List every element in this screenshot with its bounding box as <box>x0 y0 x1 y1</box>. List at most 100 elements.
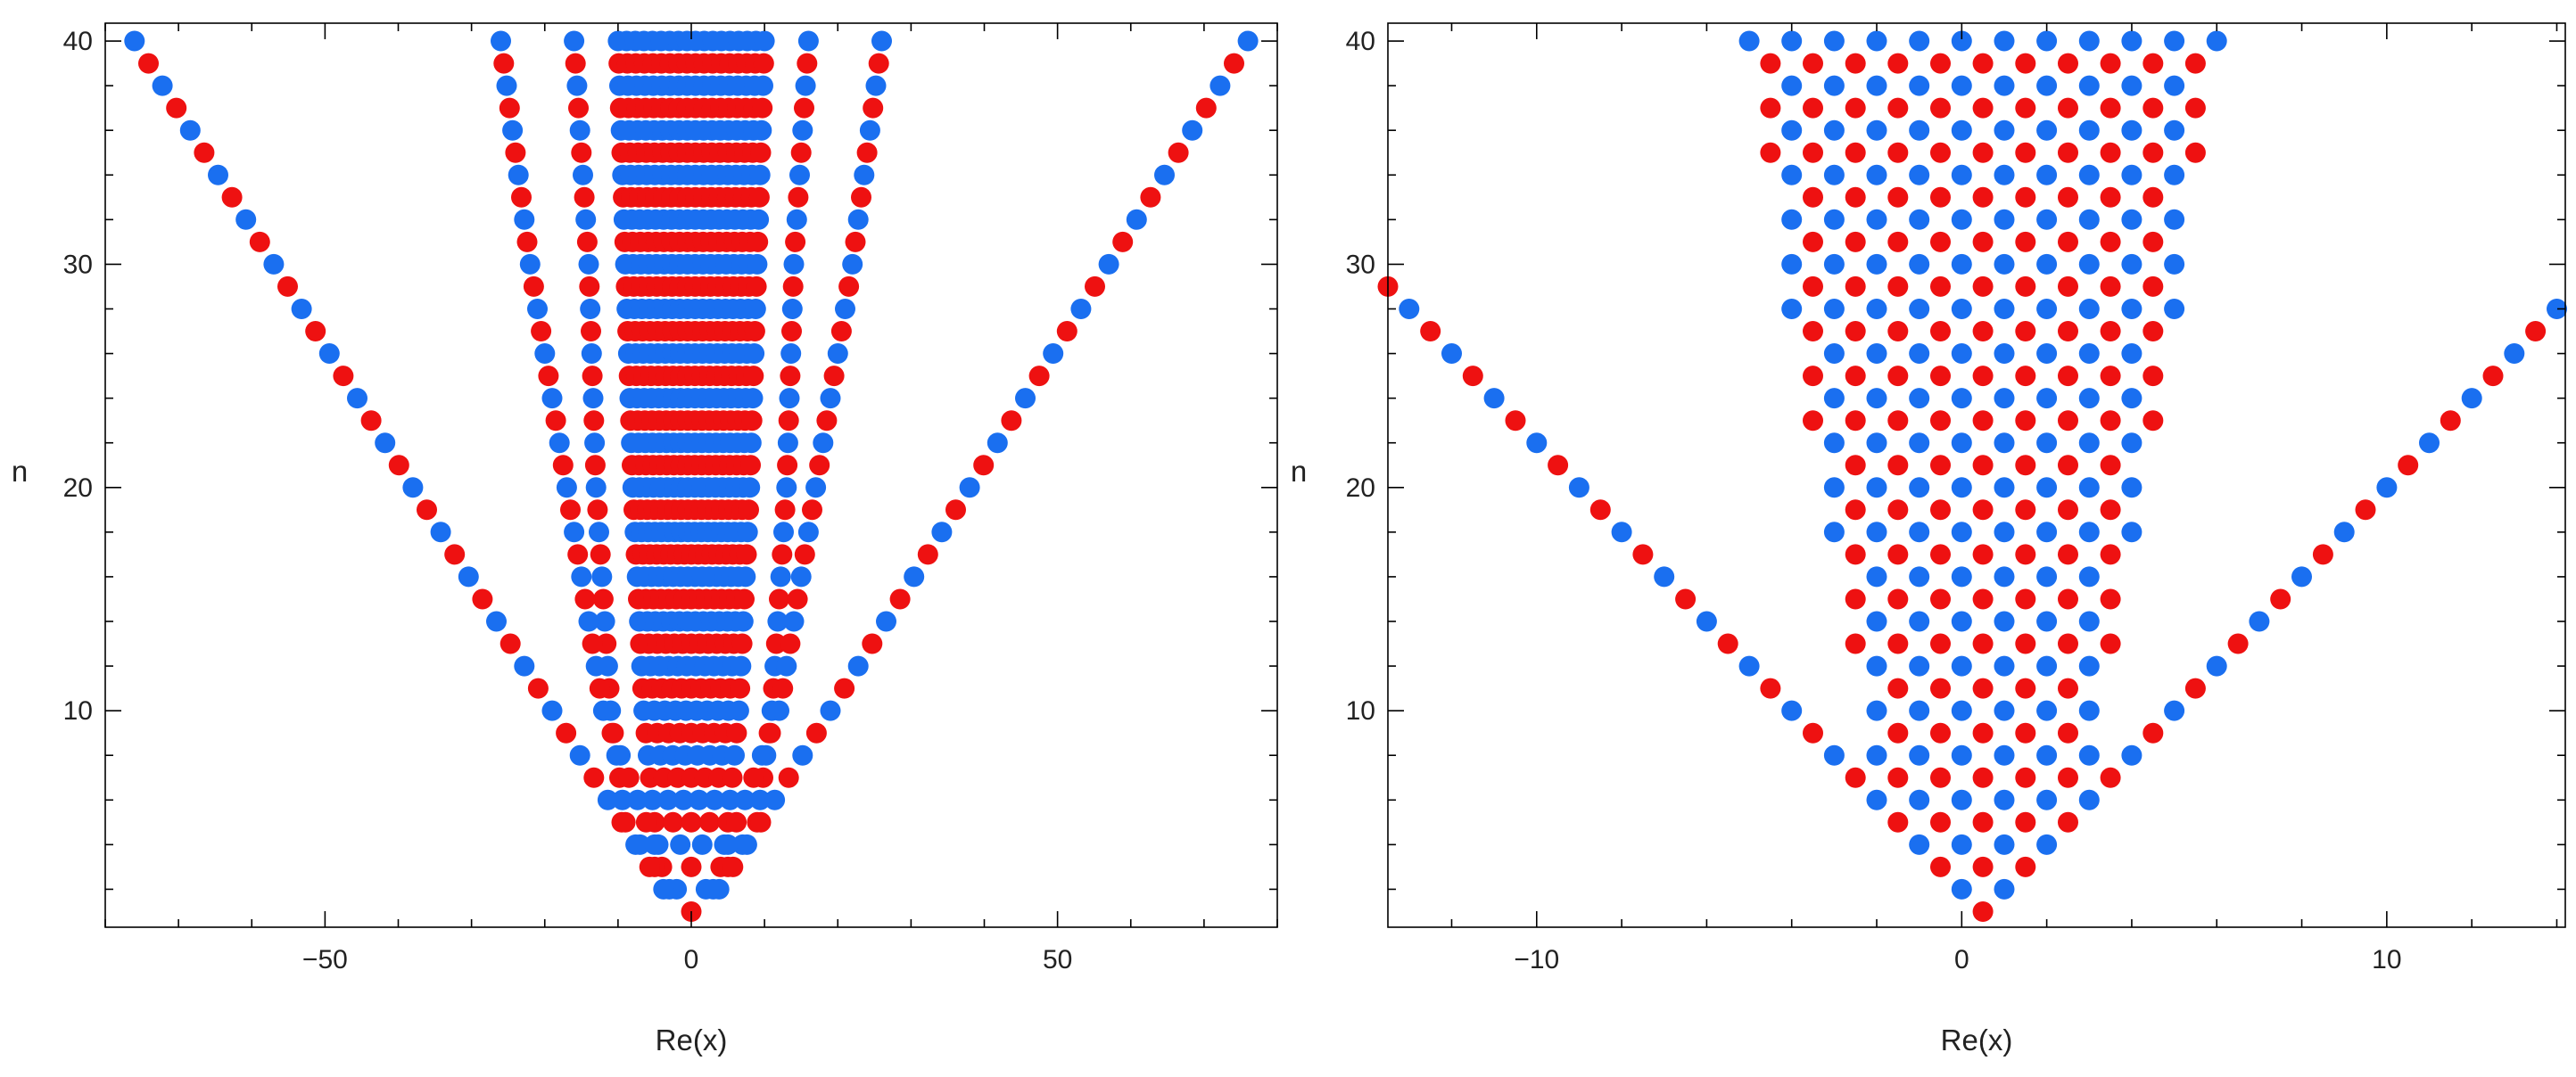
data-point <box>749 789 771 810</box>
data-point <box>2015 97 2036 119</box>
data-point <box>1972 722 1994 744</box>
data-point <box>592 700 614 721</box>
data-point <box>375 432 396 454</box>
data-point <box>1654 566 1675 588</box>
data-point <box>2078 566 2100 588</box>
data-point <box>865 75 887 96</box>
data-point <box>1803 97 1823 119</box>
data-point <box>2398 455 2419 476</box>
data-point <box>560 499 581 521</box>
data-point <box>1085 275 1105 297</box>
data-point <box>1632 544 1654 565</box>
x-tick-label: 50 <box>1043 945 1072 974</box>
y-tick-label: 20 <box>1346 473 1375 503</box>
data-point <box>1887 53 1909 74</box>
data-point <box>1696 611 1717 632</box>
data-point <box>2015 53 2036 74</box>
data-point <box>1951 388 1972 409</box>
data-points <box>124 30 1259 922</box>
data-point <box>2015 186 2036 208</box>
data-point <box>2143 366 2164 387</box>
data-point <box>2015 231 2036 252</box>
data-point <box>1994 655 2015 677</box>
data-point <box>2015 588 2036 610</box>
data-point <box>347 388 367 409</box>
data-point <box>774 499 796 521</box>
data-point <box>1505 410 1526 432</box>
data-point <box>514 655 535 677</box>
data-point <box>1887 678 1909 699</box>
data-point <box>472 588 493 610</box>
data-point <box>566 75 588 96</box>
data-point <box>1951 522 1972 543</box>
data-point <box>1909 744 1930 766</box>
data-point <box>486 611 507 632</box>
data-point <box>2078 75 2100 96</box>
data-point <box>568 97 589 119</box>
data-point <box>802 499 822 521</box>
data-point <box>1803 231 1823 252</box>
data-point <box>722 767 743 788</box>
data-point <box>1972 544 1994 565</box>
data-point <box>249 231 270 252</box>
data-point <box>744 321 765 341</box>
data-point <box>644 834 665 855</box>
data-point <box>1930 722 1951 744</box>
data-point <box>740 432 762 454</box>
data-point <box>732 611 754 632</box>
data-point <box>1823 432 1845 454</box>
data-point <box>1140 186 1161 208</box>
data-point <box>589 522 609 543</box>
data-point <box>2121 209 2143 230</box>
y-tick-label: 40 <box>1346 27 1375 56</box>
data-point <box>1224 53 1244 74</box>
data-point <box>1909 75 1930 96</box>
data-point <box>1845 588 1866 610</box>
data-point <box>2058 499 2078 521</box>
data-point <box>1994 30 2015 52</box>
data-point <box>2036 611 2058 632</box>
data-point <box>2143 97 2164 119</box>
data-point <box>772 544 793 565</box>
data-point <box>1930 499 1951 521</box>
data-point <box>731 655 752 677</box>
data-point <box>2164 700 2185 721</box>
data-point <box>1909 655 1930 677</box>
data-point <box>657 789 679 810</box>
data-point <box>2184 678 2206 699</box>
data-point <box>444 544 466 565</box>
data-point <box>1951 744 1972 766</box>
data-point <box>2036 209 2058 230</box>
data-point <box>2143 275 2164 297</box>
data-point <box>2036 343 2058 364</box>
data-point <box>2078 209 2100 230</box>
data-point <box>734 588 755 610</box>
data-point <box>1823 343 1845 364</box>
data-point <box>1951 30 1972 52</box>
data-point <box>2015 321 2036 341</box>
data-point <box>2036 164 2058 185</box>
data-point <box>1526 432 1548 454</box>
data-point <box>794 544 815 565</box>
data-point <box>589 678 610 699</box>
data-point <box>1930 811 1951 833</box>
data-point <box>1195 97 1217 119</box>
data-point <box>778 767 799 788</box>
data-point <box>2184 142 2206 163</box>
x-axis-label: Re(x) <box>656 1024 728 1056</box>
data-point <box>2143 186 2164 208</box>
y-axis: 10 20 30 40 <box>63 27 1277 891</box>
data-point <box>549 432 570 454</box>
data-point <box>565 53 586 74</box>
data-point <box>2121 432 2143 454</box>
data-point <box>601 722 623 744</box>
data-point <box>1568 477 1589 498</box>
data-point <box>502 119 524 141</box>
data-point <box>851 186 871 208</box>
data-point <box>1887 499 1909 521</box>
data-point <box>505 142 526 163</box>
data-point <box>776 655 797 677</box>
data-point <box>523 275 544 297</box>
data-point <box>726 811 747 833</box>
data-point <box>1611 522 1632 543</box>
